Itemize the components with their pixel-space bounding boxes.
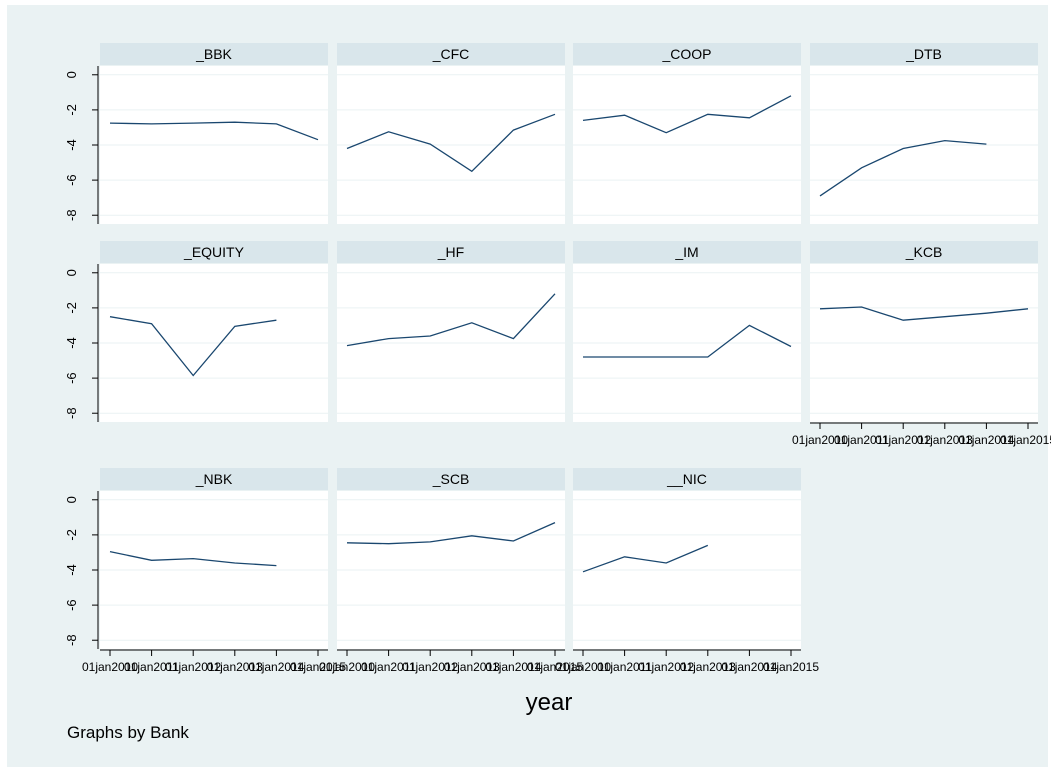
y-tick-label: -8 [64, 407, 79, 419]
x-tick-label: 01jan2010 [82, 660, 138, 674]
x-tick-label: 01jan2015 [763, 660, 819, 674]
y-tick-label: -8 [64, 209, 79, 221]
panel-title-strip-kcb [810, 241, 1038, 263]
x-tick-label: 01jan2014 [721, 660, 777, 674]
panel-title-strip-scb [337, 468, 565, 490]
panel-title-strip-coop [573, 43, 801, 65]
series-line-im [583, 324, 792, 358]
x-tick-label: 01jan2015 [1000, 433, 1051, 447]
panel-title-equity: _EQUITY [183, 244, 245, 260]
x-tick-label: 01jan2010 [555, 660, 611, 674]
panel-title-dtb: _DTB [905, 46, 942, 62]
panel-title-bbk: _BBK [195, 46, 232, 62]
x-tick-label: 01jan2011 [124, 660, 179, 674]
panel-title-strip-cfc [337, 43, 565, 65]
y-tick-label: -2 [64, 302, 79, 314]
series-line-scb [346, 522, 556, 545]
panel-title-kcb: _KCB [905, 244, 943, 260]
panel-title-strip-dtb [810, 43, 1038, 65]
series-line-kcb [819, 306, 1029, 321]
y-tick-label: 0 [64, 269, 79, 276]
panel-title-strip-hf [337, 241, 565, 263]
series-line-equity [109, 316, 277, 377]
panel-title-cfc: _CFC [432, 46, 470, 62]
x-tick-label: 01jan2014 [248, 660, 304, 674]
series-line-dtb [819, 139, 987, 197]
y-tick-label: -6 [64, 174, 79, 186]
series-line-nic [582, 544, 709, 573]
x-tick-label: 01jan2011 [834, 433, 889, 447]
series-line-hf [346, 293, 556, 347]
panels-layer: _BBK 0 -2 -4 -6 -8 _CFC _COOP _DTB _EQUITY 0 -2 -4 -6… [64, 43, 1051, 674]
panel-title-nic: __NIC [666, 471, 707, 487]
panel-title-strip-bbk [100, 43, 328, 65]
y-tick-label: 0 [64, 496, 79, 503]
series-line-coop [582, 95, 792, 134]
panel-title-strip-im [573, 241, 801, 263]
x-tick-label: 01jan2013 [917, 433, 973, 447]
panel-title-scb: _SCB [432, 471, 470, 487]
x-tick-label: 01jan2015 [527, 660, 583, 674]
y-tick-label: -8 [64, 634, 79, 646]
x-tick-label: 01jan2012 [638, 660, 694, 674]
panel-title-hf: _HF [437, 244, 464, 260]
graphs-by-note: Graphs by Bank [67, 723, 189, 742]
y-tick-label: -4 [64, 337, 79, 349]
y-tick-label: -6 [64, 599, 79, 611]
x-tick-label: 01jan2011 [361, 660, 416, 674]
x-tick-label: 01jan2012 [875, 433, 931, 447]
x-tick-label: 01jan2013 [207, 660, 263, 674]
y-tick-label: -2 [64, 529, 79, 541]
panel-title-im: _IM [674, 244, 698, 260]
panel-title-strip-equity [100, 241, 328, 263]
x-tick-label: 01jan2012 [165, 660, 221, 674]
y-tick-label: 0 [64, 71, 79, 78]
series-line-bbk [109, 121, 319, 141]
x-tick-label: 01jan2013 [680, 660, 736, 674]
x-tick-label: 01jan2010 [792, 433, 848, 447]
x-tick-label: 01jan2011 [597, 660, 652, 674]
x-tick-label: 01jan2010 [319, 660, 375, 674]
panel-title-strip-nic [573, 468, 801, 490]
y-tick-label: -4 [64, 139, 79, 151]
panel-title-nbk: _NBK [195, 471, 233, 487]
y-tick-label: -4 [64, 564, 79, 576]
x-tick-label: 01jan2014 [485, 660, 541, 674]
series-line-nbk [109, 550, 277, 567]
x-axis-title: year [526, 689, 573, 716]
y-tick-label: -2 [64, 104, 79, 116]
series-line-cfc [346, 113, 556, 173]
x-tick-label: 01jan2015 [290, 660, 346, 674]
x-tick-label: 01jan2012 [402, 660, 458, 674]
y-tick-label: -6 [64, 372, 79, 384]
x-tick-label: 01jan2014 [958, 433, 1014, 447]
x-tick-label: 01jan2013 [444, 660, 500, 674]
panel-title-coop: _COOP [661, 46, 711, 62]
panel-title-strip-nbk [100, 468, 328, 490]
